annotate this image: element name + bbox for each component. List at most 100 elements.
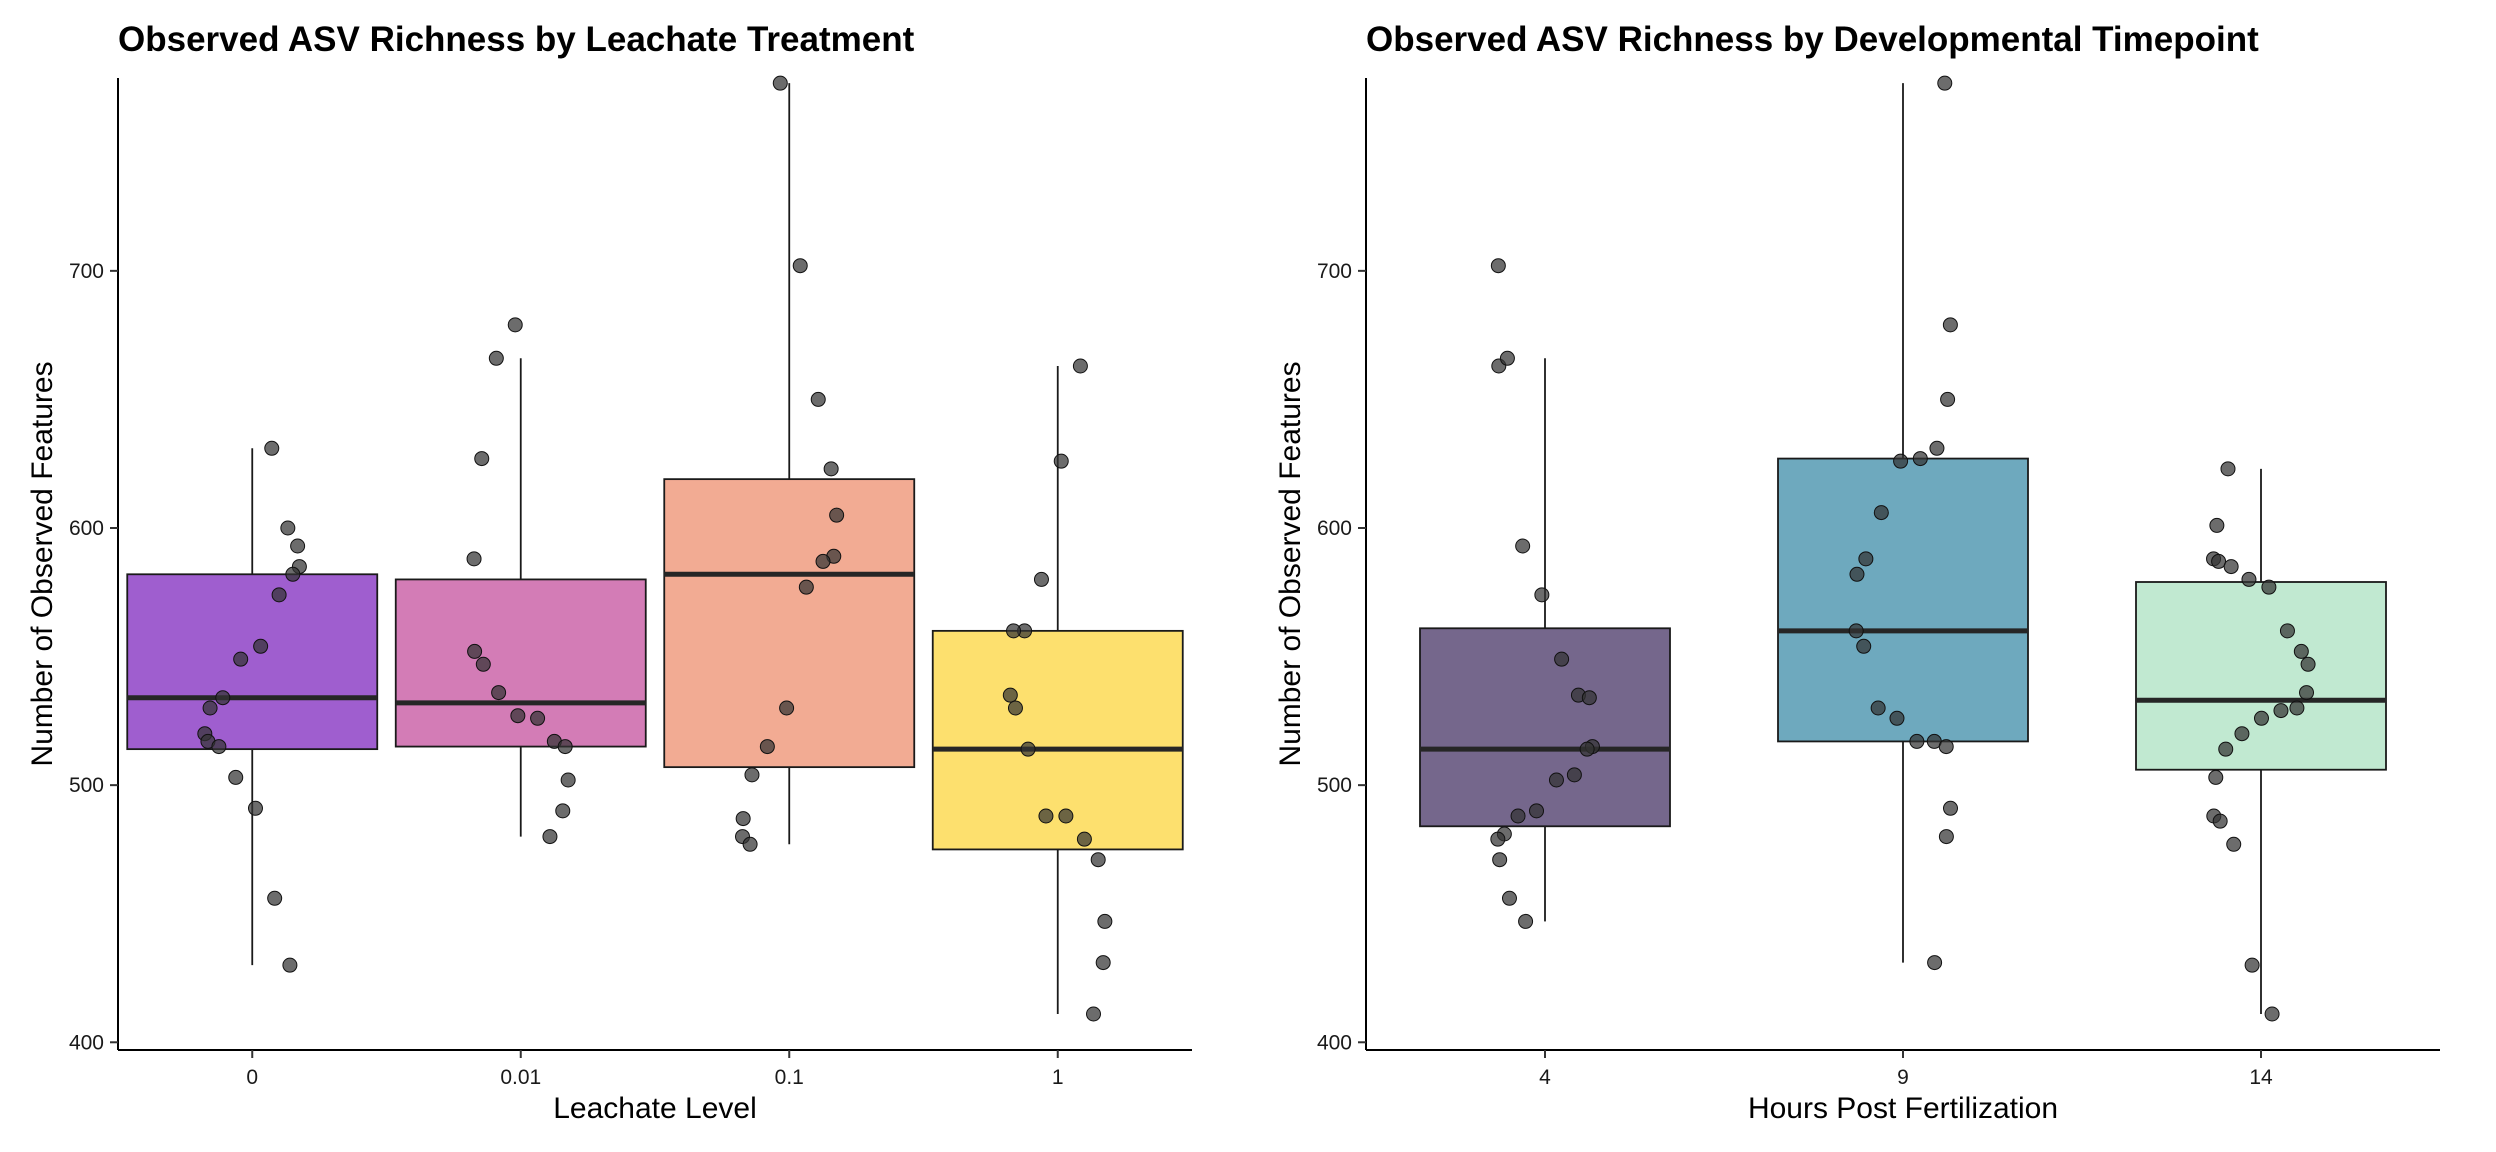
box-0 — [126, 573, 379, 751]
x-tick-label: 9 — [1897, 1066, 1909, 1089]
y-tick-label: 400 — [69, 1031, 104, 1054]
data-point — [1501, 890, 1517, 906]
data-point — [2279, 623, 2295, 639]
data-point — [2211, 553, 2227, 569]
data-point — [1053, 453, 1069, 469]
y-tick-label: 700 — [1317, 260, 1352, 283]
data-point — [1002, 687, 1018, 703]
data-point — [823, 461, 839, 477]
data-point — [1893, 453, 1909, 469]
data-point — [1548, 772, 1564, 788]
data-point — [2293, 643, 2309, 659]
data-point — [1942, 800, 1958, 816]
data-point — [1912, 451, 1928, 467]
data-point — [2273, 703, 2289, 719]
data-point — [1510, 808, 1526, 824]
x-axis-title: Hours Post Fertilization — [1748, 1092, 2058, 1125]
data-point — [829, 507, 845, 523]
data-point — [2299, 685, 2315, 701]
data-point — [1020, 741, 1036, 757]
data-point — [1554, 651, 1570, 667]
data-point — [1490, 831, 1506, 847]
data-point — [1873, 505, 1889, 521]
data-point — [253, 638, 269, 654]
y-tick-label: 400 — [1317, 1031, 1352, 1054]
y-tick-label: 500 — [1317, 774, 1352, 797]
x-tick-label: 4 — [1539, 1066, 1551, 1089]
data-point — [1940, 391, 1956, 407]
box-1 — [931, 629, 1184, 851]
data-point — [2289, 700, 2305, 716]
data-point — [759, 739, 775, 755]
data-point — [798, 579, 814, 595]
chart-title: Observed ASV Richness by Leachate Treatm… — [118, 20, 915, 59]
data-point — [1095, 955, 1111, 971]
chart-panel-leachate: Observed ASV Richness by Leachate Treatm… — [26, 20, 1192, 1125]
y-axis-title: Number of Observed Features — [1274, 361, 1307, 766]
data-point — [202, 700, 218, 716]
data-point — [1006, 623, 1022, 639]
box-14 — [2135, 581, 2387, 771]
data-point — [1038, 808, 1054, 824]
data-point — [1529, 803, 1545, 819]
data-point — [1518, 913, 1534, 929]
data-point — [744, 767, 760, 783]
data-point — [474, 451, 490, 467]
data-point — [233, 651, 249, 667]
data-point — [1858, 551, 1874, 567]
data-point — [557, 739, 573, 755]
chart-panel-timepoint: Observed ASV Richness by Developmental T… — [1248, 0, 2496, 1152]
x-axis-title: Leachate Level — [553, 1092, 757, 1125]
data-point — [555, 803, 571, 819]
y-tick-label: 700 — [69, 260, 104, 283]
data-point — [1499, 350, 1515, 366]
data-point — [2218, 741, 2234, 757]
data-point — [1848, 623, 1864, 639]
data-point — [1492, 852, 1508, 868]
y-tick-label: 500 — [69, 774, 104, 797]
box-0.1 — [663, 478, 916, 769]
data-point — [1086, 1006, 1102, 1022]
data-point — [1097, 913, 1113, 929]
data-point — [2264, 1006, 2280, 1022]
data-point — [1534, 587, 1550, 603]
chart-title: Observed ASV Richness by Developmental T… — [1366, 20, 2259, 59]
data-point — [1072, 358, 1088, 374]
data-point — [2226, 836, 2242, 852]
data-point — [510, 708, 526, 724]
data-point — [285, 566, 301, 582]
data-point — [475, 656, 491, 672]
data-point — [1581, 690, 1597, 706]
x-tick-label: 0.01 — [500, 1066, 541, 1089]
data-point — [466, 551, 482, 567]
data-point — [735, 811, 751, 827]
data-point — [2220, 461, 2236, 477]
data-point — [779, 700, 795, 716]
x-tick-label: 0.1 — [775, 1066, 804, 1089]
box-9 — [1777, 457, 2029, 743]
data-point — [542, 829, 558, 845]
data-point — [1942, 317, 1958, 333]
data-point — [1929, 440, 1945, 456]
data-point — [2241, 571, 2257, 587]
data-point — [280, 520, 296, 536]
data-point — [264, 440, 280, 456]
data-point — [228, 769, 244, 785]
data-point — [1007, 700, 1023, 716]
y-tick-label: 600 — [69, 517, 104, 540]
data-point — [1870, 700, 1886, 716]
x-tick-label: 0 — [246, 1066, 258, 1089]
data-point — [467, 643, 483, 659]
boxplot-leachate: 400 500 600 700 0 0.01 0.1 1 Leachate Level Numbe… — [26, 75, 1192, 1125]
y-tick-label: 600 — [1317, 517, 1352, 540]
data-point — [1909, 733, 1925, 749]
data-point — [1938, 739, 1954, 755]
data-point — [2209, 517, 2225, 533]
data-point — [560, 772, 576, 788]
data-point — [507, 317, 523, 333]
data-point — [1849, 566, 1865, 582]
data-point — [1515, 538, 1531, 554]
data-point — [2212, 813, 2228, 829]
data-point — [2253, 710, 2269, 726]
data-point — [290, 538, 306, 554]
